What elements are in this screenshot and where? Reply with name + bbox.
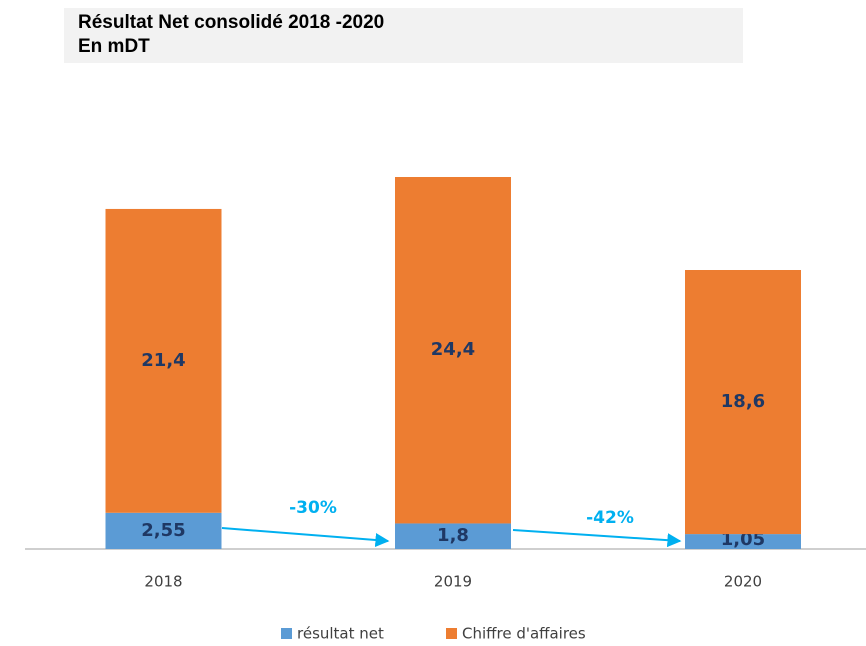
chart-subtitle: En mDT <box>78 36 150 57</box>
data-label: 24,4 <box>431 339 475 360</box>
annotation: -30% <box>289 498 337 518</box>
data-label: 2,55 <box>141 520 185 541</box>
bar-segment <box>105 512 222 549</box>
title-box <box>64 8 743 63</box>
chart-title: Résultat Net consolidé 2018 -2020 <box>78 12 384 33</box>
data-label: 1,05 <box>721 529 765 550</box>
arrow <box>512 529 682 548</box>
bar-segment <box>685 270 801 535</box>
data-label: 18,6 <box>721 391 765 412</box>
x-tick-label: 2020 <box>724 573 762 591</box>
legend-label: résultat net <box>297 625 384 643</box>
legend-swatch <box>446 628 457 639</box>
legend-swatch <box>281 628 292 639</box>
data-label: 21,4 <box>141 350 185 371</box>
bar-segment <box>685 534 801 549</box>
arrow <box>221 527 390 547</box>
x-tick-label: 2018 <box>144 573 182 591</box>
x-tick-label: 2019 <box>434 573 472 591</box>
data-label: 1,8 <box>437 525 469 546</box>
annotation: -42% <box>586 508 634 528</box>
bar-segment <box>395 523 511 549</box>
bar-segment <box>105 208 222 513</box>
legend-label: Chiffre d'affaires <box>462 625 586 643</box>
bar-segment <box>395 177 511 524</box>
